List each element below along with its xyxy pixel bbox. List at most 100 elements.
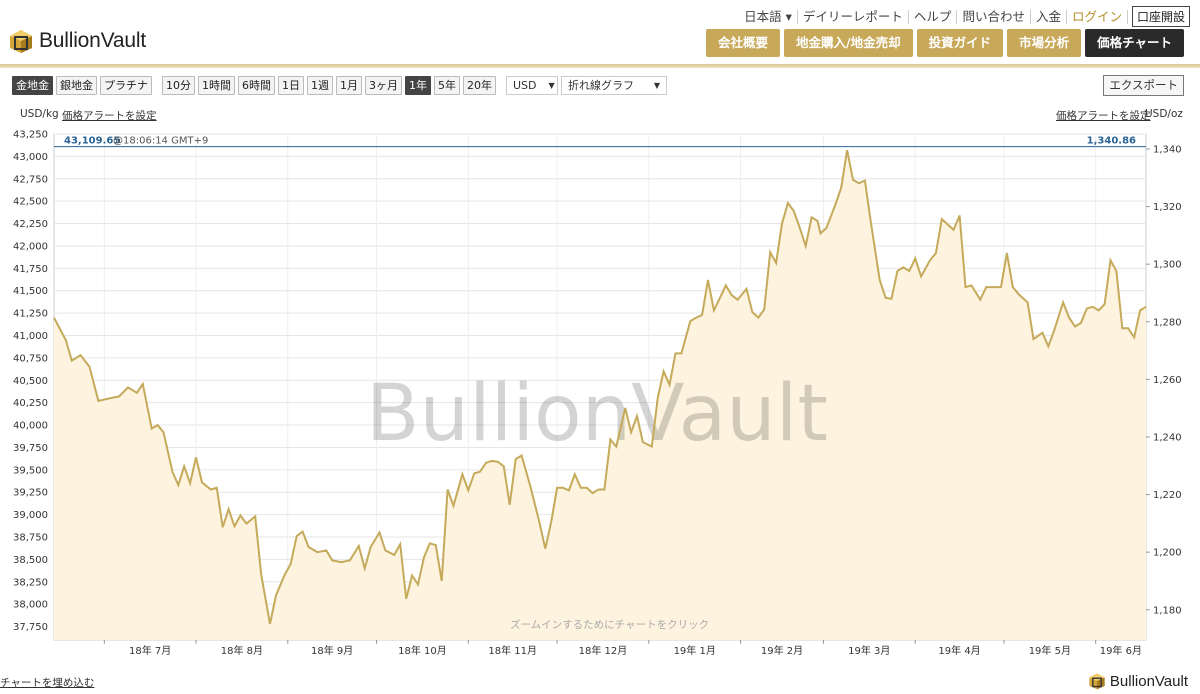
range-20year-button[interactable]: 20年 xyxy=(463,76,496,95)
zoom-hint: ズームインするためにチャートをクリック xyxy=(510,619,710,631)
price-alert-link-right[interactable]: 価格アラートを設定 xyxy=(1056,110,1151,122)
y-tick-label: 42,000 xyxy=(13,241,48,252)
x-tick-label: 18年 12月 xyxy=(579,644,628,657)
header: BullionVault 日本語 ▾ デイリーレポート ヘルプ 問い合わせ 入金… xyxy=(0,0,1200,64)
range-1year-button[interactable]: 1年 xyxy=(405,76,431,95)
range-10min-button[interactable]: 10分 xyxy=(162,76,195,95)
nav-market-analysis[interactable]: 市場分析 xyxy=(1007,29,1082,57)
range-1week-button[interactable]: 1週 xyxy=(307,76,333,95)
deposit-link[interactable]: 入金 xyxy=(1031,9,1067,24)
nav-price-chart[interactable]: 価格チャート xyxy=(1085,29,1184,57)
y-tick-label: 43,000 xyxy=(13,152,48,163)
x-tick-label: 18年 10月 xyxy=(398,644,447,657)
y-tick-label: 38,000 xyxy=(13,600,48,611)
y-tick-label: 39,000 xyxy=(13,510,48,521)
currency-select[interactable]: USD ▼ xyxy=(506,76,558,95)
current-price-oz: 1,340.86 xyxy=(1087,136,1136,147)
open-account-button[interactable]: 口座開設 xyxy=(1131,6,1190,27)
y-tick-label: 39,500 xyxy=(13,465,48,476)
range-5year-button[interactable]: 5年 xyxy=(434,76,460,95)
brand-logo[interactable]: BullionVault xyxy=(8,27,146,55)
x-tick-label: 19年 5月 xyxy=(1029,644,1071,657)
y-tick-label: 40,750 xyxy=(13,353,48,364)
y-tick-label: 42,500 xyxy=(13,197,48,208)
y-tick-label: 41,250 xyxy=(13,309,48,320)
y-tick-label: 40,500 xyxy=(13,376,48,387)
embed-chart-link[interactable]: チャートを埋め込む xyxy=(0,677,95,689)
right-y-axis: 1,340 1,320 1,300 1,280 1,260 1,240 1,220 1,200… xyxy=(1146,144,1182,616)
chart-type-select[interactable]: 折れ線グラフ ▼ xyxy=(561,76,667,95)
currency-value: USD xyxy=(513,79,537,92)
x-tick-label: 19年 4月 xyxy=(938,644,980,657)
x-tick-label: 19年 3月 xyxy=(848,644,890,657)
metal-silver-button[interactable]: 銀地金 xyxy=(56,76,97,95)
left-axis-unit: USD/kg xyxy=(20,108,59,120)
gold-bar-logo-icon xyxy=(10,30,32,53)
y-tick-label: 39,750 xyxy=(13,443,48,454)
range-3month-button[interactable]: 3ヶ月 xyxy=(365,76,402,95)
y-tick-label: 40,250 xyxy=(13,398,48,409)
footer-logo: BullionVault xyxy=(1088,672,1188,690)
x-tick-label: 18年 7月 xyxy=(129,644,171,657)
nav-buy-sell[interactable]: 地金購入/地金売却 xyxy=(784,29,913,57)
y-tick-label: 39,250 xyxy=(13,488,48,499)
main-nav: 会社概要 地金購入/地金売却 投資ガイド 市場分析 価格チャート xyxy=(705,29,1184,57)
brand-name: BullionVault xyxy=(39,29,146,52)
nav-about[interactable]: 会社概要 xyxy=(705,29,780,57)
price-chart[interactable]: BullionVault 43,250 43,000 42,750 42,500 42,… xyxy=(0,120,1200,680)
header-divider xyxy=(0,64,1200,68)
y-right-tick-label: 1,220 xyxy=(1153,490,1182,501)
dropdown-arrow-icon: ▼ xyxy=(548,81,555,90)
current-price-time: @18:06:14 GMT+9 xyxy=(113,136,208,147)
right-axis-unit: USD/oz xyxy=(1145,108,1183,120)
x-axis: 18年 7月 18年 8月 18年 9月 18年 10月 18年 11月 18年 12月 1… xyxy=(103,640,1142,657)
y-tick-label: 41,750 xyxy=(13,264,48,275)
range-1month-button[interactable]: 1月 xyxy=(336,76,362,95)
metal-gold-button[interactable]: 金地金 xyxy=(12,76,53,95)
y-right-tick-label: 1,200 xyxy=(1153,548,1182,559)
nav-investment-guide[interactable]: 投資ガイド xyxy=(916,29,1004,57)
current-price-kg: 43,109.65 xyxy=(64,136,120,147)
y-right-tick-label: 1,260 xyxy=(1153,375,1182,386)
chart-toolbar: 金地金 銀地金 プラチナ 10分 1時間 6時間 1日 1週 1月 3ヶ月 1年… xyxy=(12,76,667,95)
range-6hour-button[interactable]: 6時間 xyxy=(238,76,275,95)
dropdown-arrow-icon: ▼ xyxy=(653,81,660,90)
x-tick-label: 18年 11月 xyxy=(488,644,537,657)
range-1day-button[interactable]: 1日 xyxy=(278,76,304,95)
y-right-tick-label: 1,320 xyxy=(1153,202,1182,213)
chart-type-value: 折れ線グラフ xyxy=(568,79,634,92)
y-right-tick-label: 1,240 xyxy=(1153,432,1182,443)
top-links: 日本語 ▾ デイリーレポート ヘルプ 問い合わせ 入金 ログイン 口座開設 xyxy=(739,6,1190,27)
price-alert-link-left[interactable]: 価格アラートを設定 xyxy=(62,110,157,122)
y-right-tick-label: 1,300 xyxy=(1153,260,1182,271)
price-area-fill xyxy=(54,150,1146,640)
x-tick-label: 19年 2月 xyxy=(761,644,803,657)
x-tick-label: 19年 6月 xyxy=(1100,644,1142,657)
metal-platinum-button[interactable]: プラチナ xyxy=(100,76,152,95)
contact-link[interactable]: 問い合わせ xyxy=(957,9,1031,24)
export-button[interactable]: エクスポート xyxy=(1103,75,1184,96)
y-right-tick-label: 1,180 xyxy=(1153,605,1182,616)
daily-report-link[interactable]: デイリーレポート xyxy=(798,9,909,24)
left-y-axis: 43,250 43,000 42,750 42,500 42,250 42,000 41,7… xyxy=(13,130,48,634)
y-right-tick-label: 1,340 xyxy=(1153,144,1182,155)
range-1hour-button[interactable]: 1時間 xyxy=(198,76,235,95)
x-tick-label: 18年 9月 xyxy=(311,644,353,657)
y-tick-label: 41,000 xyxy=(13,331,48,342)
y-tick-label: 38,500 xyxy=(13,555,48,566)
language-select[interactable]: 日本語 ▾ xyxy=(739,9,798,24)
price-line xyxy=(53,149,1147,625)
y-tick-label: 41,500 xyxy=(13,286,48,297)
x-tick-label: 18年 8月 xyxy=(221,644,263,657)
chart-watermark: BullionVault xyxy=(366,369,828,459)
x-tick-label: 19年 1月 xyxy=(674,644,716,657)
gold-bar-logo-icon xyxy=(1089,673,1105,690)
y-tick-label: 42,750 xyxy=(13,174,48,185)
y-right-tick-label: 1,280 xyxy=(1153,317,1182,328)
login-link[interactable]: ログイン xyxy=(1067,9,1128,24)
y-tick-label: 37,750 xyxy=(13,622,48,633)
y-tick-label: 38,250 xyxy=(13,577,48,588)
help-link[interactable]: ヘルプ xyxy=(909,9,958,24)
y-tick-label: 42,250 xyxy=(13,219,48,230)
y-tick-label: 43,250 xyxy=(13,130,48,141)
